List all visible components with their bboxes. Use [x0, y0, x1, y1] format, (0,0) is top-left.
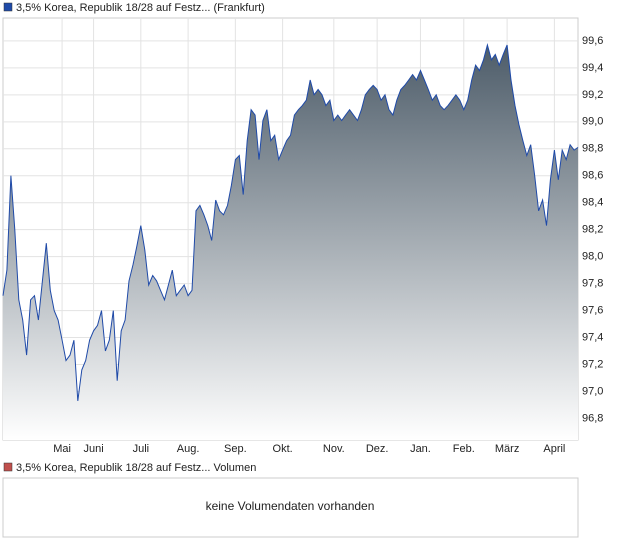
y-tick-label: 97,4 [582, 331, 603, 343]
x-tick-label: Okt. [273, 443, 293, 455]
x-tick-label: April [543, 443, 565, 455]
y-tick-label: 96,8 [582, 412, 603, 424]
x-tick-label: Jan. [410, 443, 431, 455]
y-tick-label: 99,4 [582, 62, 603, 74]
y-tick-label: 98,2 [582, 224, 603, 236]
y-tick-label: 97,6 [582, 304, 603, 316]
legend-swatch [3, 462, 13, 472]
legend-label: 3,5% Korea, Republik 18/28 auf Festz... … [16, 2, 265, 14]
y-tick-label: 98,4 [582, 197, 603, 209]
y-tick-label: 97,0 [582, 385, 603, 397]
x-tick-label: März [495, 443, 519, 455]
y-tick-label: 97,2 [582, 358, 603, 370]
area [3, 45, 578, 440]
y-tick-label: 97,8 [582, 278, 603, 290]
legend-swatch [3, 2, 13, 12]
y-tick-label: 98,0 [582, 251, 603, 263]
y-tick-label: 98,8 [582, 143, 603, 155]
no-data-message: keine Volumendaten vorhanden [206, 499, 375, 513]
volume-legend-label: 3,5% Korea, Republik 18/28 auf Festz... … [16, 462, 256, 474]
x-tick-label: Dez. [366, 443, 389, 455]
x-tick-label: Juli [133, 443, 150, 455]
x-tick-label: Sep. [224, 443, 247, 455]
x-tick-label: Nov. [323, 443, 345, 455]
volume-panel [2, 477, 579, 538]
y-tick-label: 99,0 [582, 116, 603, 128]
x-tick-label: Aug. [177, 443, 200, 455]
x-tick-label: Feb. [453, 443, 475, 455]
x-tick-label: Juni [83, 443, 103, 455]
x-tick-label: Mai [53, 443, 71, 455]
y-tick-label: 98,6 [582, 170, 603, 182]
price-line [2, 43, 579, 401]
y-tick-label: 99,6 [582, 35, 603, 47]
y-tick-label: 99,2 [582, 89, 603, 101]
